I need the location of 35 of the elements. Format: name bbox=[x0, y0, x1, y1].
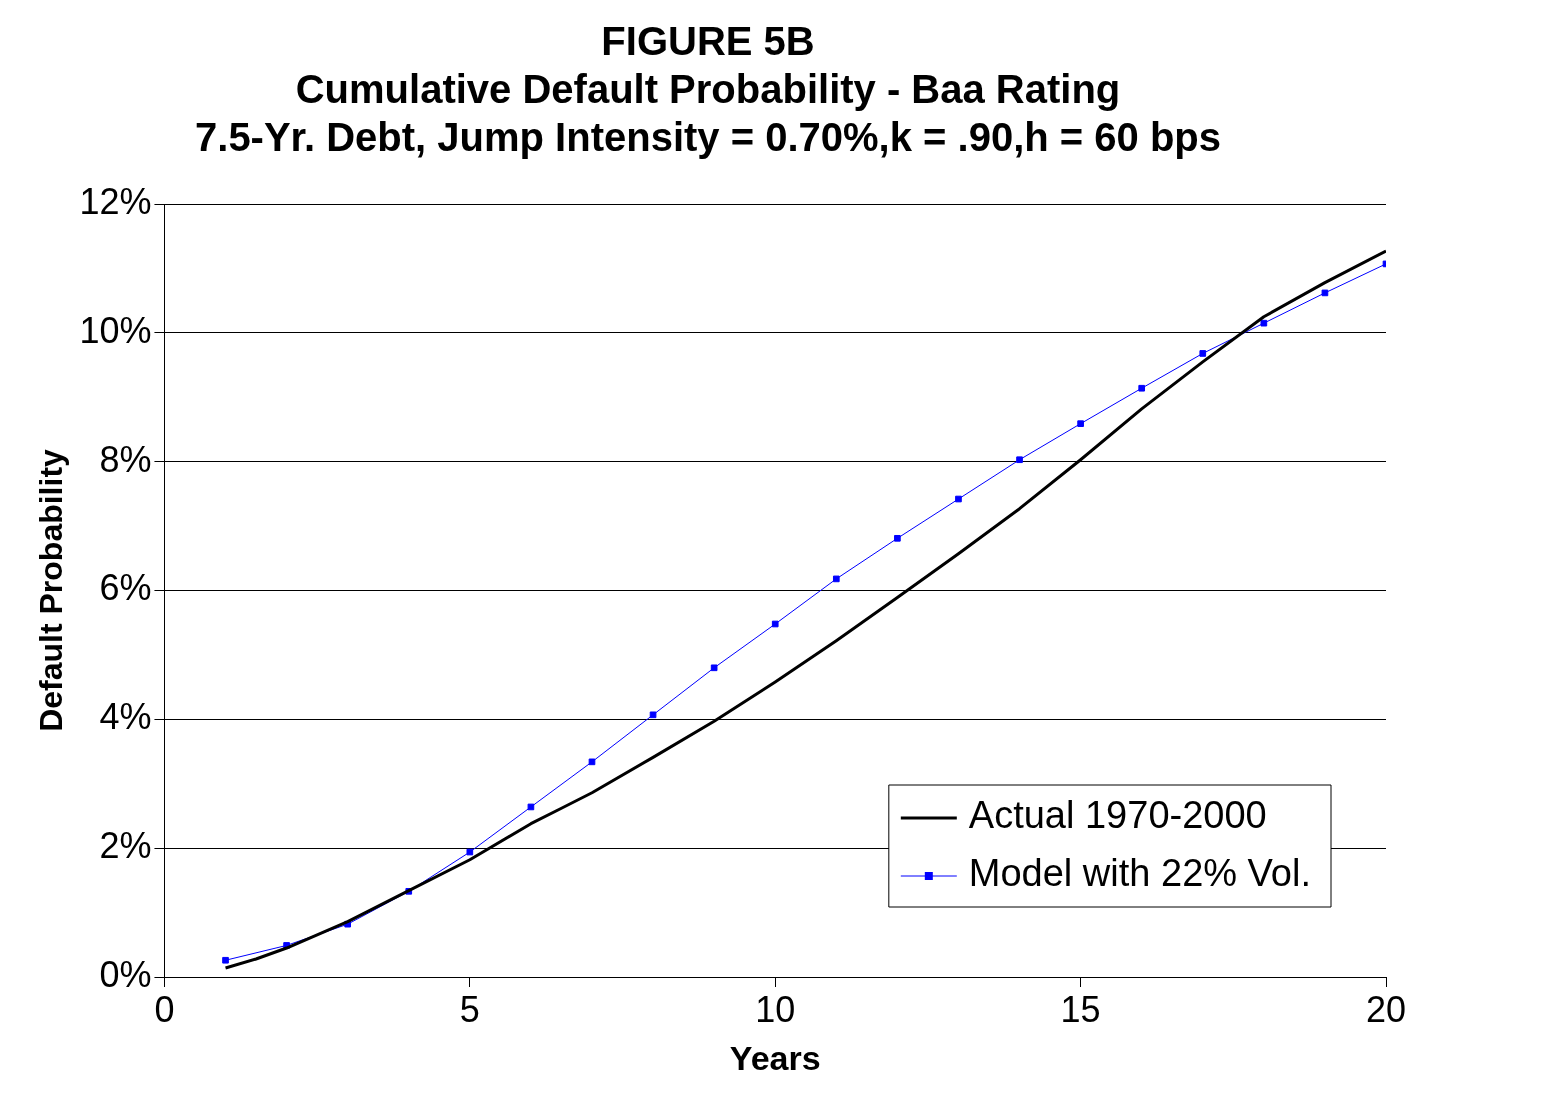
x-tick-label: 20 bbox=[1365, 988, 1407, 1030]
x-tick-label: 10 bbox=[755, 988, 796, 1030]
x-tick-label: 5 bbox=[459, 988, 480, 1030]
point bbox=[649, 711, 657, 719]
point bbox=[1321, 289, 1329, 297]
text: 7.5-Yr. Debt, Jump Intensity = 0.70%,k = .90,h = 60 bps bbox=[195, 115, 1221, 160]
point bbox=[222, 956, 229, 964]
text: FIGURE 5B bbox=[601, 19, 815, 64]
y-tick-label: 6% bbox=[99, 567, 152, 609]
text: Cumulative Default Probability - Baa Rating bbox=[295, 67, 1121, 112]
legend-label: Model with 22% Vol. bbox=[968, 852, 1311, 895]
y-tick-label: 0% bbox=[99, 953, 152, 995]
point bbox=[894, 534, 901, 542]
x-tick-label: 15 bbox=[1060, 988, 1101, 1030]
y-tick-label: 8% bbox=[99, 438, 152, 480]
point bbox=[1260, 319, 1268, 327]
point bbox=[710, 664, 718, 672]
point bbox=[771, 620, 779, 628]
y-tick-label: 10% bbox=[79, 309, 152, 351]
legend-label: Actual 1970-2000 bbox=[968, 794, 1267, 837]
y-tick-label: 4% bbox=[99, 696, 152, 738]
point bbox=[1016, 456, 1023, 464]
x-axis-title: Years bbox=[729, 1038, 821, 1077]
point bbox=[1138, 384, 1146, 392]
y-axis-title: Default Probability bbox=[33, 448, 70, 732]
point bbox=[588, 758, 596, 766]
point bbox=[1077, 420, 1084, 427]
point bbox=[527, 803, 535, 811]
point bbox=[466, 848, 474, 856]
point bbox=[1199, 350, 1207, 357]
x-tick-label: 0 bbox=[154, 988, 175, 1030]
y-tick-label: 2% bbox=[99, 825, 152, 867]
y-tick-label: 12% bbox=[79, 180, 152, 222]
point bbox=[955, 495, 962, 503]
point bbox=[832, 575, 840, 583]
